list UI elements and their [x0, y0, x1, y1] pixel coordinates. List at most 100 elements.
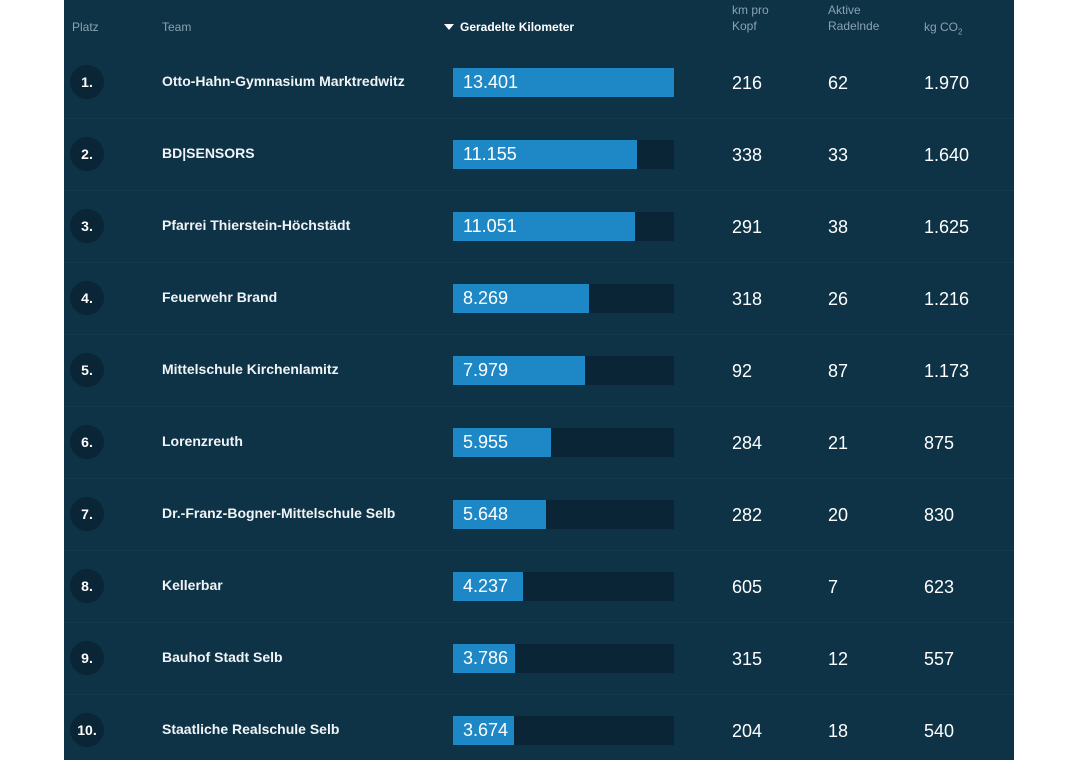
rank-badge: 5.	[70, 353, 104, 387]
km-bar-fill	[453, 212, 635, 241]
aktive-radelnde-value: 38	[828, 217, 849, 237]
km-pro-kopf-value: 605	[732, 577, 763, 597]
kg-co2-value: 623	[924, 577, 955, 597]
km-pro-kopf-value: 204	[732, 721, 763, 741]
kg-co2-value: 1.640	[924, 145, 970, 165]
team-name: Bauhof Stadt Selb	[162, 649, 283, 665]
km-value: 13.401	[463, 72, 519, 92]
rank-badge: 4.	[70, 281, 104, 315]
km-pro-kopf-value: 92	[732, 361, 753, 381]
team-name: Mittelschule Kirchenlamitz	[162, 361, 339, 377]
header-team[interactable]: Team	[162, 20, 192, 34]
aktive-radelnde-value: 20	[828, 505, 849, 525]
header-co2-subscript: 2	[958, 27, 963, 37]
km-pro-kopf-value: 315	[732, 649, 763, 669]
team-name: Lorenzreuth	[162, 433, 243, 449]
table-row[interactable]: 5. Mittelschule Kirchenlamitz 7.979 92 87 1.1…	[64, 335, 1014, 407]
leaderboard-rows: 1. Otto-Hahn-Gymnasium Marktredwitz 13.401…	[64, 47, 1014, 760]
rank-badge: 1.	[70, 65, 104, 99]
team-name: Otto-Hahn-Gymnasium Marktredwitz	[162, 73, 405, 89]
header-kg-co2[interactable]: kg CO2	[924, 19, 962, 40]
rank-badge: 6.	[70, 425, 104, 459]
km-bar-track: 11.051	[453, 212, 674, 241]
header-platz[interactable]: Platz	[72, 20, 99, 34]
km-bar-fill	[453, 572, 523, 601]
km-value: 11.155	[463, 144, 517, 164]
km-bar-track: 7.979	[453, 356, 674, 385]
kg-co2-value: 1.173	[924, 361, 970, 381]
kg-co2-value: 1.625	[924, 217, 970, 237]
km-value: 8.269	[463, 288, 509, 308]
aktive-radelnde-value: 62	[828, 73, 849, 93]
kg-co2-value: 1.970	[924, 73, 970, 93]
rank-badge: 8.	[70, 569, 104, 603]
table-row[interactable]: 1. Otto-Hahn-Gymnasium Marktredwitz 13.401…	[64, 47, 1014, 119]
aktive-radelnde-value: 12	[828, 649, 849, 669]
header-co2-prefix: kg CO	[924, 20, 959, 34]
aktive-radelnde-value: 26	[828, 289, 849, 309]
kg-co2-value: 557	[924, 649, 955, 669]
sort-descending-icon	[444, 23, 454, 30]
km-bar-fill	[453, 716, 514, 745]
aktive-radelnde-value: 33	[828, 145, 849, 165]
km-bar-fill	[453, 500, 546, 529]
rank-badge: 3.	[70, 209, 104, 243]
kg-co2-value: 875	[924, 433, 955, 453]
km-bar-fill	[453, 644, 515, 673]
team-name: Dr.-Franz-Bogner-Mittelschule Selb	[162, 505, 396, 521]
km-bar-fill	[453, 428, 551, 457]
table-row[interactable]: 9. Bauhof Stadt Selb 3.786 315 12 557	[64, 623, 1014, 695]
team-name: Kellerbar	[162, 577, 223, 593]
team-name: Pfarrei Thierstein-Höchstädt	[162, 217, 351, 233]
km-bar-fill	[453, 68, 674, 97]
km-value: 7.979	[463, 360, 509, 380]
km-pro-kopf-value: 216	[732, 73, 763, 93]
aktive-radelnde-value: 87	[828, 361, 849, 381]
km-bar-track: 8.269	[453, 284, 674, 313]
header-aktive-radelnde[interactable]: Aktive Radelnde	[828, 2, 879, 34]
table-row[interactable]: 10. Staatliche Realschule Selb 3.674 204 18 5…	[64, 695, 1014, 760]
header-geradelte-kilometer-label: Geradelte Kilometer	[460, 20, 575, 34]
km-pro-kopf-value: 284	[732, 433, 763, 453]
rank-badge: 9.	[70, 641, 104, 675]
km-value: 3.786	[463, 648, 509, 668]
km-bar-fill	[453, 356, 585, 385]
table-row[interactable]: 4. Feuerwehr Brand 8.269 318 26 1.216	[64, 263, 1014, 335]
table-header: Platz Team Geradelte Kilometer km pro Ko…	[64, 0, 1014, 46]
km-bar-track: 5.955	[453, 428, 674, 457]
kg-co2-value: 830	[924, 505, 955, 525]
km-pro-kopf-value: 291	[732, 217, 763, 237]
team-name: BD|SENSORS	[162, 145, 255, 161]
kg-co2-value: 540	[924, 721, 955, 741]
header-aktive-line2: Radelnde	[828, 19, 880, 33]
km-value: 3.674	[463, 720, 509, 740]
aktive-radelnde-value: 7	[828, 577, 839, 597]
km-bar-track: 3.674	[453, 716, 674, 745]
kg-co2-value: 1.216	[924, 289, 970, 309]
km-value: 11.051	[463, 216, 517, 236]
leaderboard-panel: Platz Team Geradelte Kilometer km pro Ko…	[64, 0, 1014, 760]
aktive-radelnde-value: 18	[828, 721, 849, 741]
table-row[interactable]: 7. Dr.-Franz-Bogner-Mittelschule Selb 5.64…	[64, 479, 1014, 551]
table-row[interactable]: 3. Pfarrei Thierstein-Höchstädt 11.051 291 3…	[64, 191, 1014, 263]
header-aktive-line1: Aktive	[828, 3, 861, 17]
km-pro-kopf-value: 282	[732, 505, 763, 525]
km-bar-track: 5.648	[453, 500, 674, 529]
rank-badge: 10.	[70, 713, 104, 747]
header-geradelte-kilometer[interactable]: Geradelte Kilometer	[444, 19, 574, 35]
km-value: 4.237	[463, 576, 509, 596]
team-name: Staatliche Realschule Selb	[162, 721, 340, 737]
aktive-radelnde-value: 21	[828, 433, 849, 453]
km-bar-fill	[453, 284, 589, 313]
km-bar-track: 3.786	[453, 644, 674, 673]
km-pro-kopf-value: 318	[732, 289, 763, 309]
table-row[interactable]: 2. BD|SENSORS 11.155 338 33 1.640	[64, 119, 1014, 191]
km-bar-track: 4.237	[453, 572, 674, 601]
km-pro-kopf-value: 338	[732, 145, 763, 165]
rank-badge: 7.	[70, 497, 104, 531]
km-value: 5.648	[463, 504, 509, 524]
table-row[interactable]: 6. Lorenzreuth 5.955 284 21 875	[64, 407, 1014, 479]
table-row[interactable]: 8. Kellerbar 4.237 605 7 623	[64, 551, 1014, 623]
km-bar-track: 13.401	[453, 68, 674, 97]
header-km-pro-kopf[interactable]: km pro Kopf	[732, 2, 769, 34]
